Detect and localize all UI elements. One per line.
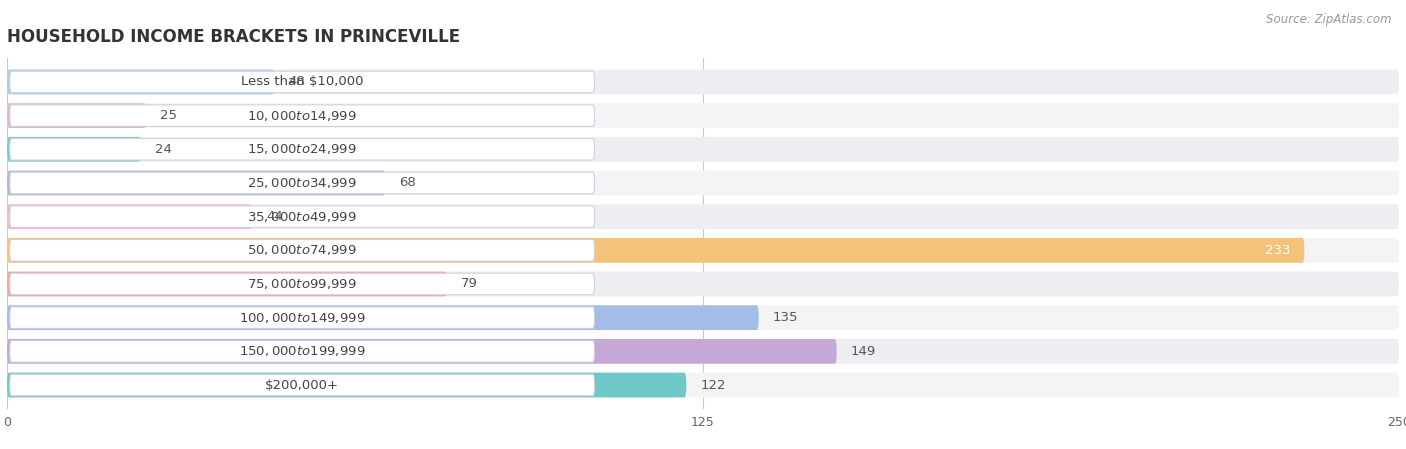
Text: Less than $10,000: Less than $10,000 — [240, 75, 363, 88]
FancyBboxPatch shape — [10, 105, 595, 126]
Text: 122: 122 — [700, 379, 725, 392]
Text: $50,000 to $74,999: $50,000 to $74,999 — [247, 243, 357, 257]
FancyBboxPatch shape — [7, 339, 837, 364]
FancyBboxPatch shape — [7, 305, 1399, 330]
FancyBboxPatch shape — [7, 272, 447, 296]
FancyBboxPatch shape — [7, 373, 686, 397]
FancyBboxPatch shape — [7, 70, 1399, 94]
Text: $200,000+: $200,000+ — [266, 379, 339, 392]
Text: $150,000 to $199,999: $150,000 to $199,999 — [239, 344, 366, 358]
FancyBboxPatch shape — [10, 273, 595, 295]
Text: 44: 44 — [266, 210, 283, 223]
FancyBboxPatch shape — [7, 204, 1399, 229]
Text: HOUSEHOLD INCOME BRACKETS IN PRINCEVILLE: HOUSEHOLD INCOME BRACKETS IN PRINCEVILLE — [7, 28, 460, 46]
Text: 24: 24 — [155, 143, 172, 156]
FancyBboxPatch shape — [7, 305, 759, 330]
FancyBboxPatch shape — [7, 103, 1399, 128]
Text: Source: ZipAtlas.com: Source: ZipAtlas.com — [1267, 13, 1392, 26]
FancyBboxPatch shape — [7, 171, 385, 195]
FancyBboxPatch shape — [7, 137, 141, 162]
FancyBboxPatch shape — [10, 239, 595, 261]
FancyBboxPatch shape — [7, 272, 1399, 296]
Text: 48: 48 — [288, 75, 305, 88]
FancyBboxPatch shape — [10, 374, 595, 396]
FancyBboxPatch shape — [10, 71, 595, 92]
Text: 25: 25 — [160, 109, 177, 122]
Text: 149: 149 — [851, 345, 876, 358]
Text: $25,000 to $34,999: $25,000 to $34,999 — [247, 176, 357, 190]
Text: 68: 68 — [399, 176, 416, 189]
FancyBboxPatch shape — [7, 103, 146, 128]
FancyBboxPatch shape — [7, 171, 1399, 195]
Text: $100,000 to $149,999: $100,000 to $149,999 — [239, 311, 366, 325]
Text: $75,000 to $99,999: $75,000 to $99,999 — [247, 277, 357, 291]
Text: $15,000 to $24,999: $15,000 to $24,999 — [247, 142, 357, 156]
FancyBboxPatch shape — [10, 138, 595, 160]
Text: $35,000 to $49,999: $35,000 to $49,999 — [247, 210, 357, 224]
Text: $10,000 to $14,999: $10,000 to $14,999 — [247, 109, 357, 123]
FancyBboxPatch shape — [10, 172, 595, 194]
Text: 135: 135 — [773, 311, 799, 324]
FancyBboxPatch shape — [7, 238, 1305, 263]
FancyBboxPatch shape — [7, 70, 274, 94]
FancyBboxPatch shape — [7, 339, 1399, 364]
Text: 79: 79 — [461, 277, 478, 291]
FancyBboxPatch shape — [7, 238, 1399, 263]
FancyBboxPatch shape — [7, 204, 252, 229]
FancyBboxPatch shape — [7, 137, 1399, 162]
Text: 233: 233 — [1265, 244, 1291, 257]
FancyBboxPatch shape — [10, 307, 595, 328]
FancyBboxPatch shape — [10, 340, 595, 362]
FancyBboxPatch shape — [10, 206, 595, 227]
FancyBboxPatch shape — [7, 373, 1399, 397]
